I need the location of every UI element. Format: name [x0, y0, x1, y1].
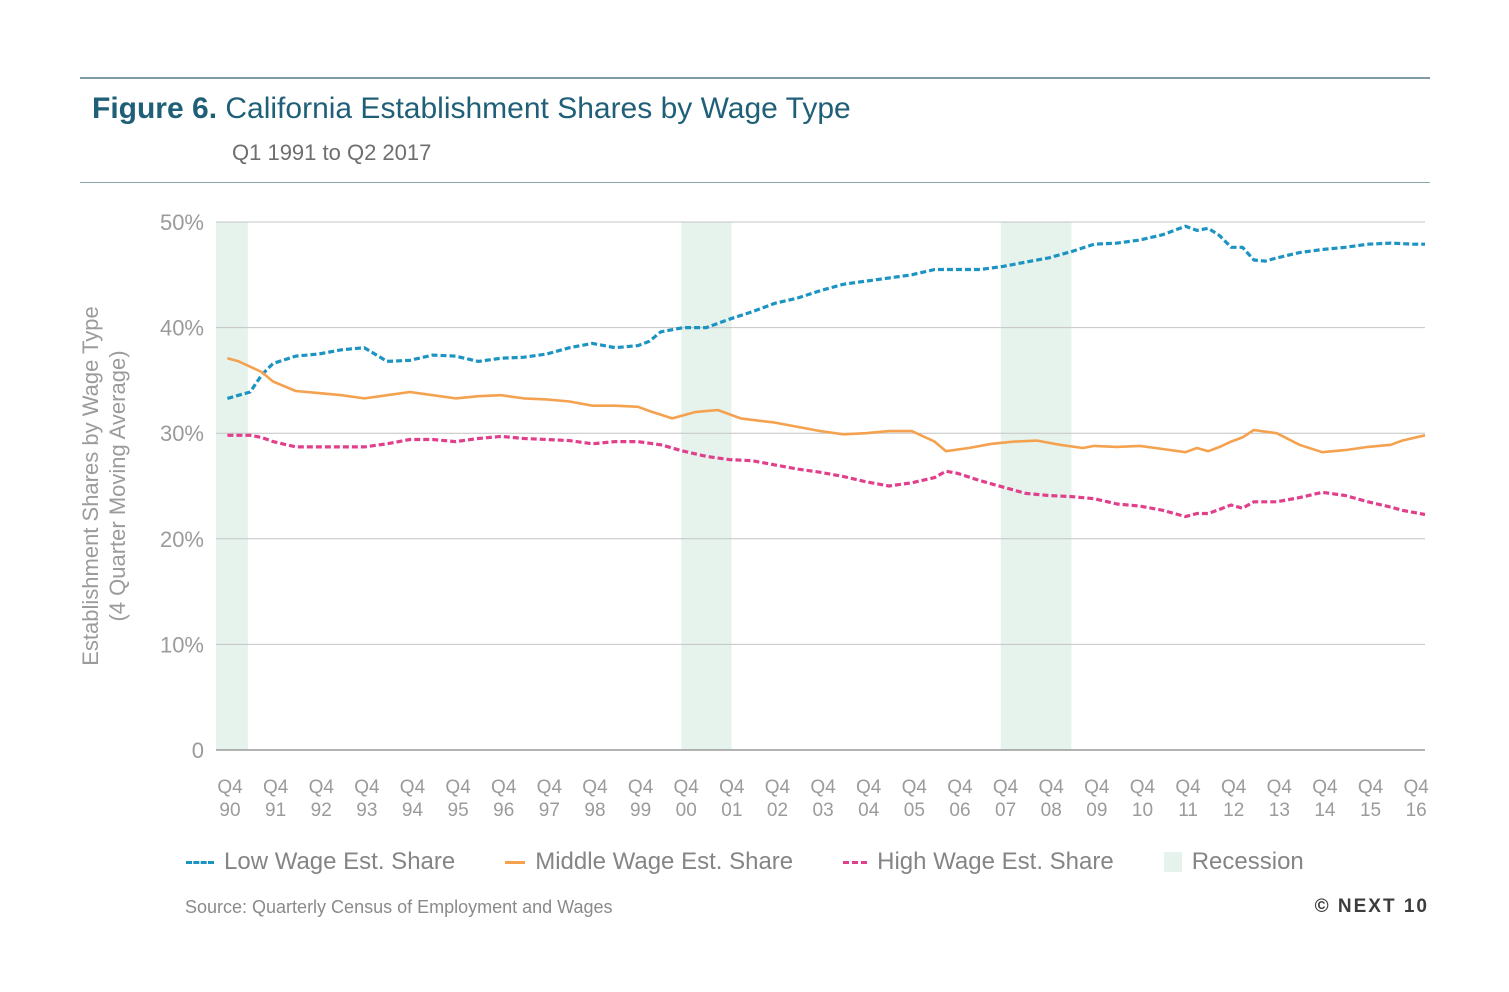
x-tick-year-94: 94	[402, 800, 424, 821]
title-text: California Establishment Shares by Wage …	[225, 92, 851, 125]
x-tick-year-99: 99	[630, 800, 651, 821]
x-tick-year-98: 98	[584, 800, 605, 821]
x-tick-year-04: 04	[858, 800, 880, 821]
top-rule	[80, 77, 1430, 79]
x-tick-quarter-95: Q4	[445, 777, 471, 798]
x-tick-year-09: 09	[1086, 800, 1107, 821]
x-tick-quarter-02: Q4	[765, 777, 791, 798]
x-tick-year-01: 01	[721, 800, 742, 821]
y-tick-label-50: 50%	[160, 210, 204, 235]
x-tick-quarter-09: Q4	[1084, 777, 1110, 798]
header-rule	[80, 182, 1430, 183]
copyright-mark: © NEXT 10	[1314, 896, 1429, 917]
recession-bands	[216, 222, 1072, 750]
chart-subtitle: Q1 1991 to Q2 2017	[232, 140, 432, 165]
legend-label-low-wage: Low Wage Est. Share	[224, 848, 456, 875]
legend-swatch-recession	[1163, 852, 1182, 872]
x-tick-quarter-04: Q4	[856, 777, 882, 798]
x-tick-year-16: 16	[1406, 800, 1427, 821]
recession-band-1	[216, 222, 248, 750]
x-tick-year-11: 11	[1178, 800, 1198, 821]
x-tick-year-13: 13	[1269, 800, 1290, 821]
x-tick-year-12: 12	[1223, 800, 1244, 821]
x-tick-year-93: 93	[356, 800, 377, 821]
y-axis-label-line1: Establishment Shares by Wage Type	[78, 306, 103, 666]
legend-item-recession: Recession	[1163, 848, 1304, 876]
x-tick-year-14: 14	[1314, 800, 1336, 821]
legend-swatch-high-wage	[843, 860, 868, 864]
x-tick-quarter-10: Q4	[1130, 777, 1156, 798]
legend-swatch-middle-wage	[505, 860, 526, 864]
legend-item-high-wage: High Wage Est. Share	[843, 848, 1114, 876]
x-tick-quarter-94: Q4	[400, 777, 426, 798]
x-tick-quarter-07: Q4	[993, 777, 1019, 798]
y-axis-label: Establishment Shares by Wage Type (4 Qua…	[78, 306, 130, 666]
x-tick-quarter-05: Q4	[902, 777, 928, 798]
series-line-high-wage	[227, 433, 1426, 519]
x-tick-year-95: 95	[448, 800, 469, 821]
x-tick-year-91: 91	[265, 800, 286, 821]
recession-band-3	[1000, 222, 1072, 750]
legend-item-low-wage: Low Wage Est. Share	[186, 848, 455, 876]
x-tick-quarter-92: Q4	[309, 777, 335, 798]
x-axis-ticks: Q490Q491Q492Q493Q494Q495Q496Q497Q498Q499…	[217, 777, 1429, 821]
x-tick-year-03: 03	[813, 800, 834, 821]
x-tick-quarter-91: Q4	[263, 777, 289, 798]
legend-label-middle-wage: Middle Wage Est. Share	[535, 848, 794, 875]
y-axis-label-line2: (4 Quarter Moving Average)	[105, 350, 130, 621]
y-tick-label-20: 20%	[160, 527, 204, 552]
x-tick-quarter-08: Q4	[1039, 777, 1065, 798]
figure-number: Figure 6.	[92, 92, 218, 125]
legend-item-middle-wage: Middle Wage Est. Share	[505, 848, 793, 876]
x-tick-year-97: 97	[539, 800, 560, 821]
y-tick-label-40: 40%	[160, 316, 204, 341]
x-tick-year-05: 05	[904, 800, 925, 821]
x-tick-quarter-14: Q4	[1312, 777, 1338, 798]
x-tick-year-06: 06	[949, 800, 970, 821]
x-tick-year-08: 08	[1041, 800, 1062, 821]
x-tick-quarter-99: Q4	[628, 777, 654, 798]
x-tick-year-92: 92	[311, 800, 332, 821]
x-tick-year-15: 15	[1360, 800, 1381, 821]
x-tick-quarter-13: Q4	[1267, 777, 1293, 798]
x-tick-quarter-11: Q4	[1175, 777, 1201, 798]
x-tick-quarter-01: Q4	[719, 777, 745, 798]
x-tick-quarter-16: Q4	[1404, 777, 1430, 798]
series-line-low-wage	[226, 224, 1425, 400]
recession-band-2	[681, 222, 732, 750]
y-tick-label-10: 10%	[160, 632, 204, 657]
x-tick-year-90: 90	[219, 800, 240, 821]
y-axis-ticks: 0 10% 20% 30% 40% 50%	[160, 210, 204, 763]
series-lines	[226, 224, 1426, 519]
legend-label-recession: Recession	[1191, 848, 1304, 875]
x-tick-quarter-00: Q4	[674, 777, 700, 798]
x-tick-quarter-06: Q4	[947, 777, 973, 798]
gridlines	[216, 221, 1425, 751]
x-tick-year-02: 02	[767, 800, 788, 821]
y-tick-label-0: 0	[192, 738, 204, 763]
x-tick-quarter-03: Q4	[810, 777, 836, 798]
legend-swatch-low-wage	[186, 860, 214, 864]
x-tick-quarter-98: Q4	[582, 777, 608, 798]
x-tick-quarter-97: Q4	[537, 777, 563, 798]
chart-title: Figure 6. California Establishment Share…	[92, 92, 851, 126]
y-tick-label-30: 30%	[160, 421, 204, 446]
x-tick-quarter-12: Q4	[1221, 777, 1247, 798]
source-note: Source: Quarterly Census of Employment a…	[185, 897, 613, 917]
x-tick-year-10: 10	[1132, 800, 1153, 821]
legend-label-high-wage: High Wage Est. Share	[877, 848, 1114, 875]
legend: Low Wage Est. Share Middle Wage Est. Sha…	[186, 846, 1354, 878]
x-tick-year-00: 00	[676, 800, 697, 821]
x-tick-year-07: 07	[995, 800, 1016, 821]
series-line-middle-wage	[227, 356, 1426, 454]
x-tick-quarter-93: Q4	[354, 777, 380, 798]
x-tick-year-96: 96	[493, 800, 514, 821]
x-tick-quarter-15: Q4	[1358, 777, 1384, 798]
x-tick-quarter-96: Q4	[491, 777, 517, 798]
x-tick-quarter-90: Q4	[217, 777, 243, 798]
